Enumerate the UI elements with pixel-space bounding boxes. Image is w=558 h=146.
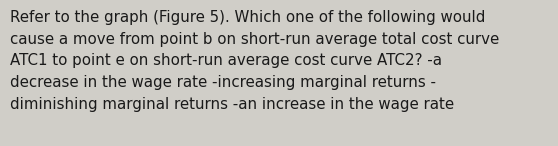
Text: Refer to the graph (Figure 5). Which one of the following would
cause a move fro: Refer to the graph (Figure 5). Which one… <box>10 10 499 112</box>
